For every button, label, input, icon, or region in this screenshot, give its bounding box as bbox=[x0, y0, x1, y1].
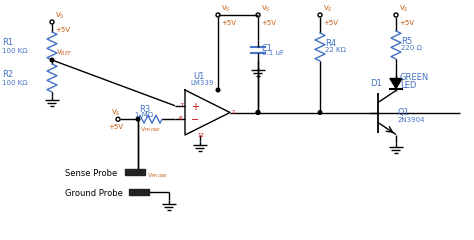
Text: U1: U1 bbox=[193, 72, 204, 81]
Text: V$_S$: V$_S$ bbox=[323, 4, 333, 14]
Text: R1: R1 bbox=[2, 38, 13, 47]
Text: +5V: +5V bbox=[323, 20, 338, 26]
Text: +5V: +5V bbox=[399, 20, 414, 26]
Text: D1: D1 bbox=[370, 78, 382, 88]
Text: 100 KΩ: 100 KΩ bbox=[2, 48, 27, 54]
Circle shape bbox=[216, 88, 220, 92]
Text: 6: 6 bbox=[179, 116, 183, 121]
Text: R3: R3 bbox=[139, 105, 151, 114]
Text: +5V: +5V bbox=[109, 124, 124, 130]
Text: C1: C1 bbox=[262, 44, 273, 53]
Text: −: − bbox=[191, 115, 199, 125]
Text: V$_S$: V$_S$ bbox=[221, 4, 231, 14]
Text: Sense Probe: Sense Probe bbox=[65, 169, 117, 178]
Text: Q1: Q1 bbox=[398, 108, 410, 118]
Bar bbox=[125, 169, 145, 175]
Text: 7: 7 bbox=[179, 103, 183, 108]
Circle shape bbox=[50, 58, 54, 62]
Text: +5V: +5V bbox=[221, 20, 236, 26]
Text: V$_S$: V$_S$ bbox=[111, 108, 121, 118]
Text: 12: 12 bbox=[197, 133, 204, 138]
Text: +5V: +5V bbox=[55, 27, 70, 33]
Text: V$_{PROBE}$: V$_{PROBE}$ bbox=[140, 125, 161, 134]
Text: R5: R5 bbox=[401, 37, 412, 46]
Text: 1: 1 bbox=[231, 109, 235, 114]
Text: LED: LED bbox=[400, 80, 416, 90]
Text: +5V: +5V bbox=[261, 20, 276, 26]
Circle shape bbox=[136, 117, 140, 121]
Text: R4: R4 bbox=[325, 39, 336, 48]
Text: V$_S$: V$_S$ bbox=[55, 11, 65, 21]
Circle shape bbox=[256, 111, 260, 114]
Text: +: + bbox=[191, 102, 199, 112]
Text: V$_{PROBE}$: V$_{PROBE}$ bbox=[147, 171, 168, 180]
Text: Ground Probe: Ground Probe bbox=[65, 189, 123, 198]
Text: 0.1 uF: 0.1 uF bbox=[262, 50, 284, 56]
Polygon shape bbox=[390, 78, 402, 89]
Text: 220 Ω: 220 Ω bbox=[401, 45, 422, 51]
Text: 22 KΩ: 22 KΩ bbox=[325, 47, 346, 53]
Text: V$_{REF}$: V$_{REF}$ bbox=[56, 48, 72, 58]
Text: GREEN: GREEN bbox=[400, 72, 429, 82]
Text: V$_S$: V$_S$ bbox=[261, 4, 271, 14]
Bar bbox=[129, 189, 149, 195]
Text: R2: R2 bbox=[2, 70, 13, 79]
Text: 1 MΩ: 1 MΩ bbox=[135, 112, 153, 118]
Text: 100 KΩ: 100 KΩ bbox=[2, 80, 27, 86]
Circle shape bbox=[256, 111, 260, 114]
Circle shape bbox=[318, 111, 322, 114]
Text: LM339: LM339 bbox=[190, 80, 213, 86]
Text: 2N3904: 2N3904 bbox=[398, 116, 426, 122]
Text: V$_S$: V$_S$ bbox=[399, 4, 409, 14]
